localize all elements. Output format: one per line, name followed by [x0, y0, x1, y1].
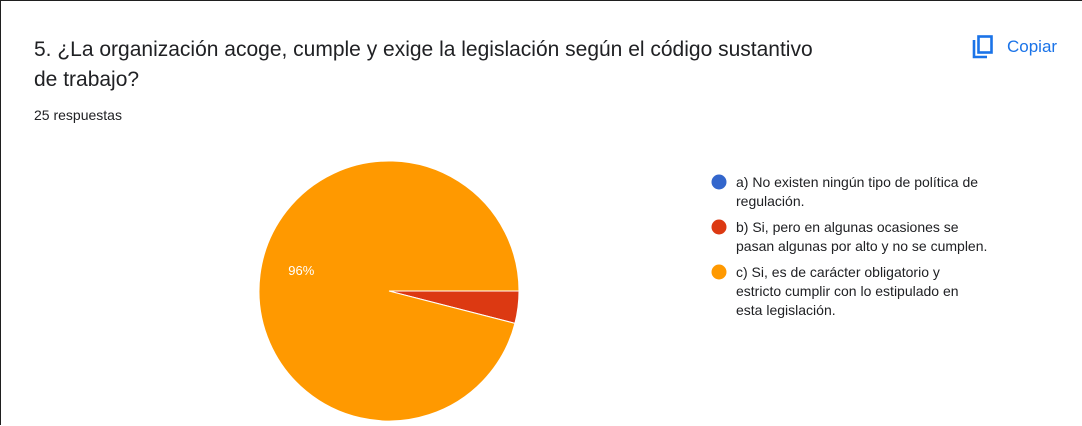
legend-item-b[interactable]: b) Si, pero en algunas ocasiones se pasan…: [711, 219, 988, 254]
pie-slice-c[interactable]: [258, 160, 520, 422]
legend-label-line: a) No existen ningún tipo de política de: [736, 174, 978, 190]
question-title-line-1: 5. ¿La organización acoge, cumple y exig…: [34, 38, 813, 61]
legend-item-c[interactable]: c) Si, es de carácter obligatorio y estri…: [711, 264, 959, 318]
legend-label-line: pasan algunas por alto y no se cumplen.: [736, 238, 987, 254]
question-title-line-2: de trabajo?: [34, 68, 140, 91]
legend-swatch: [711, 174, 727, 190]
pie-data-label: 96%: [288, 263, 314, 278]
legend-label-line: b) Si, pero en algunas ocasiones se: [736, 219, 959, 235]
legend-label-line: regulación.: [736, 193, 805, 209]
legend-swatch: [711, 219, 727, 235]
legend-label-line: c) Si, es de carácter obligatorio y: [736, 264, 940, 280]
legend-label-line: esta legislación.: [736, 302, 836, 318]
copy-icon: [972, 35, 993, 59]
legend-item-a[interactable]: a) No existen ningún tipo de política de…: [711, 174, 979, 209]
legend-swatch: [711, 264, 727, 280]
copy-button[interactable]: Copiar: [971, 35, 1057, 59]
copy-label: Copiar: [1007, 37, 1058, 56]
question-title: 5. ¿La organización acoge, cumple y exig…: [34, 35, 934, 95]
response-count: 25 respuestas: [34, 107, 122, 123]
legend-label-line: estricto cumplir con lo estipulado en: [736, 283, 959, 299]
